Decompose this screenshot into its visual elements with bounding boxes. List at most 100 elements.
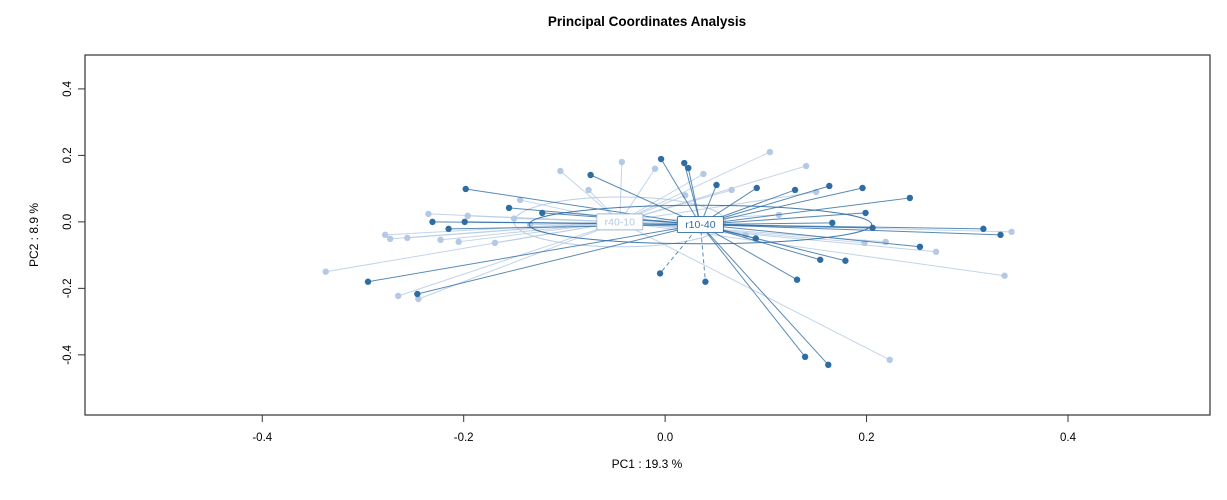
x-axis: -0.4 -0.2 0.0 0.2 0.4 [252, 415, 1077, 444]
data-point [429, 218, 436, 226]
data-point [752, 235, 759, 242]
data-point [802, 162, 810, 170]
data-point [702, 278, 709, 285]
x-axis-title: PC1 : 19.3 % [612, 457, 683, 471]
spider-line [660, 158, 701, 225]
x-tick-label: -0.2 [454, 432, 474, 444]
spider-line [560, 170, 621, 223]
data-point [461, 218, 468, 226]
data-point [700, 170, 707, 178]
x-tick-label: 0.4 [1060, 432, 1077, 444]
spider-line [465, 188, 701, 226]
spider-line [458, 221, 620, 243]
data-point [510, 215, 518, 222]
data-point [829, 219, 836, 227]
centroid-label-r40-10: r40-10 [596, 213, 644, 231]
data-point [322, 268, 329, 275]
data-point [618, 158, 626, 166]
plot-content [322, 148, 1015, 369]
data-point [425, 210, 432, 218]
data-point [505, 204, 513, 212]
data-point [587, 171, 594, 179]
data-point [825, 361, 832, 369]
y-tick-label: 0.2 [62, 147, 74, 163]
centroid-label-box [596, 213, 644, 231]
y-tick-label: 0.0 [62, 214, 74, 230]
group-ellipse [513, 196, 727, 248]
spider-line [700, 224, 984, 230]
data-point [415, 295, 422, 303]
data-point [1008, 228, 1015, 236]
spider-line [700, 224, 1001, 236]
x-tick-label: 0.2 [859, 432, 875, 444]
spider-line [367, 224, 701, 283]
data-point [414, 290, 421, 298]
data-point [842, 257, 849, 264]
data-point [364, 278, 372, 285]
data-point [437, 236, 444, 244]
data-point [404, 234, 411, 242]
data-point [539, 209, 546, 217]
data-point [395, 292, 402, 300]
spider-line [407, 221, 620, 239]
data-point [791, 186, 799, 194]
centroid-label-box [676, 216, 724, 233]
spider-line [418, 221, 620, 300]
data-point [997, 231, 1004, 239]
y-tick-label: -0.2 [62, 278, 74, 298]
centroid-label-text: r10-40 [685, 219, 716, 231]
data-point [793, 276, 801, 283]
data-point [980, 225, 987, 233]
data-point [862, 209, 869, 217]
data-point [932, 248, 940, 255]
spider-line [687, 167, 701, 225]
spider-line [700, 212, 866, 226]
data-point [445, 225, 452, 233]
data-point [455, 238, 462, 246]
data-point [766, 148, 774, 156]
data-point [516, 196, 524, 204]
data-point [916, 243, 924, 251]
data-point [859, 184, 866, 192]
spider-line [700, 187, 863, 226]
centroid-label-r10-40: r10-40 [676, 216, 724, 233]
data-point [657, 155, 665, 163]
data-point [386, 235, 394, 243]
spider-line [448, 224, 701, 230]
data-point [585, 186, 592, 194]
y-tick-label: -0.4 [62, 344, 74, 364]
data-point [557, 167, 564, 175]
group-ellipse [528, 204, 873, 245]
group-r10-40 [364, 155, 1004, 369]
data-point [869, 224, 876, 232]
data-point [462, 185, 469, 193]
data-point [381, 231, 389, 239]
data-point [685, 164, 692, 172]
spider-line [700, 224, 829, 366]
spider-line [700, 197, 910, 226]
y-axis: -0.4 -0.2 0.0 0.2 0.4 [62, 80, 85, 365]
spider-line [417, 224, 701, 295]
spider-line [700, 224, 798, 281]
data-point [491, 239, 499, 247]
group-r40-10 [322, 148, 1015, 364]
spider-line [700, 224, 920, 248]
data-point [651, 165, 659, 172]
data-point [753, 184, 760, 192]
spider-line [440, 221, 620, 241]
data-point [906, 194, 914, 202]
centroid-label-text: r40-10 [605, 216, 636, 228]
y-tick-label: 0.4 [62, 80, 74, 97]
data-point [713, 181, 720, 189]
chart-title: Principal Coordinates Analysis [548, 14, 746, 29]
data-point [464, 212, 471, 220]
x-tick-label: 0.0 [657, 432, 673, 444]
y-axis-title: PC2 : 8.9 % [27, 203, 41, 267]
centroid-labels: r40-10 r10-40 [596, 213, 724, 233]
data-point [728, 186, 735, 194]
data-point [817, 256, 824, 263]
data-point [886, 356, 893, 364]
data-point [656, 270, 664, 277]
